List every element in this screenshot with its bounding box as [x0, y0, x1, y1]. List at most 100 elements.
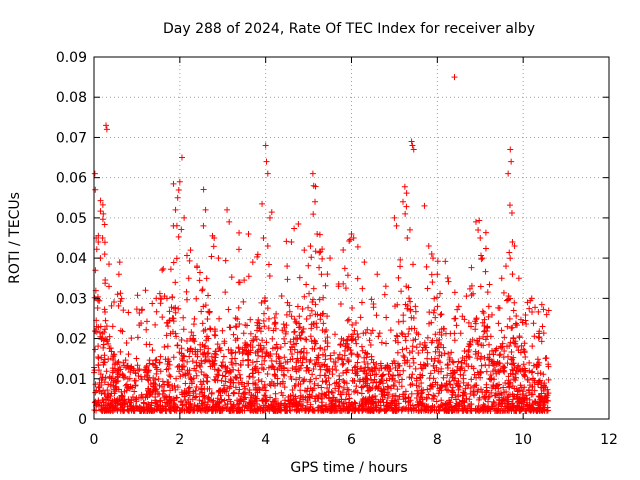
data-point: [177, 373, 184, 380]
data-point: [220, 382, 227, 389]
data-point: [99, 216, 106, 223]
data-point: [142, 287, 149, 294]
data-point: [154, 390, 161, 397]
data-point: [284, 367, 291, 374]
data-point: [462, 385, 469, 392]
data-point: [506, 249, 513, 256]
data-point: [349, 305, 356, 312]
data-point: [115, 367, 122, 374]
data-point: [273, 401, 280, 408]
data-point: [387, 327, 394, 334]
data-point: [192, 394, 199, 401]
data-point: [113, 385, 120, 392]
data-point: [308, 254, 315, 261]
data-point: [299, 402, 306, 409]
data-point: [459, 398, 466, 405]
data-point: [278, 389, 285, 396]
data-point: [521, 373, 528, 380]
data-point: [351, 378, 358, 385]
data-point: [498, 275, 505, 282]
data-point: [133, 355, 140, 362]
data-point: [341, 265, 348, 272]
data-point: [203, 275, 210, 282]
data-point: [431, 357, 438, 364]
data-point: [503, 297, 510, 304]
data-point: [385, 371, 392, 378]
data-point: [374, 385, 381, 392]
data-point: [474, 355, 481, 362]
data-point: [465, 319, 472, 326]
data-point: [165, 365, 172, 372]
data-point: [222, 378, 229, 385]
data-point: [186, 353, 193, 360]
data-point: [361, 259, 368, 266]
data-point: [301, 376, 308, 383]
data-point: [393, 332, 400, 339]
data-point: [461, 367, 468, 374]
data-point: [249, 359, 256, 366]
data-point: [299, 328, 306, 335]
data-point: [176, 178, 183, 185]
data-point: [367, 342, 374, 349]
data-point: [504, 353, 511, 360]
data-point: [432, 379, 439, 386]
data-point: [203, 403, 210, 410]
data-point: [115, 358, 122, 365]
data-point: [358, 384, 365, 391]
data-point: [175, 233, 182, 240]
data-point: [174, 342, 181, 349]
data-point: [410, 146, 417, 153]
data-point: [281, 354, 288, 361]
data-point: [288, 239, 295, 246]
data-point: [200, 303, 207, 310]
data-point: [291, 316, 298, 323]
data-point: [332, 397, 339, 404]
data-point: [312, 338, 319, 345]
data-point: [280, 364, 287, 371]
data-point: [230, 379, 237, 386]
data-point: [484, 289, 491, 296]
data-point: [392, 337, 399, 344]
chart-title: Day 288 of 2024, Rate Of TEC Index for r…: [163, 21, 535, 37]
x-tick-label: 6: [347, 432, 356, 448]
data-point: [221, 338, 228, 345]
data-point: [173, 404, 180, 411]
data-point: [490, 398, 497, 405]
data-point: [336, 351, 343, 358]
data-point: [198, 368, 205, 375]
data-point: [375, 383, 382, 390]
data-point: [312, 248, 319, 255]
data-point: [202, 342, 209, 349]
data-point: [502, 380, 509, 387]
data-point: [296, 313, 303, 320]
data-point: [281, 340, 288, 347]
data-point: [483, 381, 490, 388]
data-point: [101, 306, 108, 313]
data-point: [412, 336, 419, 343]
data-point: [407, 381, 414, 388]
data-point: [434, 303, 441, 310]
data-point: [293, 340, 300, 347]
data-point: [468, 323, 475, 330]
data-point: [461, 347, 468, 354]
data-point: [495, 304, 502, 311]
data-point: [174, 384, 181, 391]
data-point: [332, 331, 338, 338]
data-point: [272, 320, 279, 327]
data-point: [512, 320, 519, 327]
data-point: [145, 385, 152, 392]
data-point: [378, 365, 385, 372]
data-point: [421, 339, 428, 346]
data-point: [324, 367, 331, 374]
data-point: [380, 399, 387, 406]
data-point: [419, 402, 426, 409]
data-point: [384, 389, 391, 396]
data-point: [485, 303, 492, 310]
data-point: [417, 371, 424, 378]
data-point: [318, 384, 325, 391]
data-point: [486, 351, 493, 358]
data-point: [256, 387, 263, 394]
data-point: [311, 360, 318, 367]
data-point: [346, 395, 353, 402]
data-point: [223, 405, 230, 412]
